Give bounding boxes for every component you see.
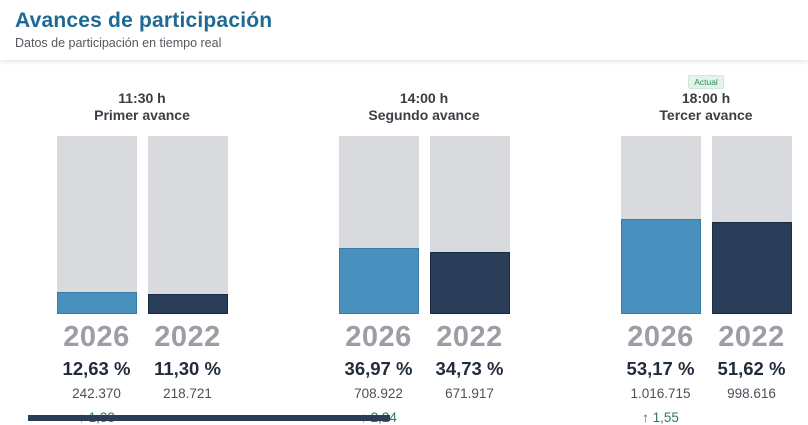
count-2022: 671.917 [445, 386, 494, 401]
participation-bar-2026 [338, 136, 419, 314]
diff-indicator: ↑ 1,55 [621, 410, 701, 425]
vote-counts: 708.922 671.917 [338, 386, 510, 401]
percent-2022: 51,62 % [717, 358, 786, 379]
count-2026: 242.370 [72, 386, 121, 401]
bar-fill-2022 [429, 252, 510, 314]
percent-values: 36,97 % 34,73 % [338, 358, 510, 380]
diff-row: ↑ 1,55 [620, 410, 792, 425]
count-2026: 708.922 [354, 386, 403, 401]
page-title: Avances de participación [15, 9, 273, 32]
percent-2026: 12,63 % [62, 358, 131, 379]
bar-pair [56, 136, 228, 314]
count-2022: 218.721 [163, 386, 212, 401]
year-label-2026: 2026 [63, 321, 130, 353]
next-section-edge [28, 415, 390, 421]
vote-counts: 1.016.715 998.616 [620, 386, 792, 401]
year-labels: 2026 2022 [56, 321, 228, 354]
vote-counts: 242.370 218.721 [56, 386, 228, 401]
time-label: 18:00 h [681, 90, 731, 106]
badge-slot [338, 72, 510, 88]
year-labels: 2026 2022 [338, 321, 510, 354]
year-label-2026: 2026 [345, 321, 412, 353]
year-label-2022: 2022 [718, 321, 785, 353]
percent-2026: 36,97 % [344, 358, 413, 379]
percent-values: 12,63 % 11,30 % [56, 358, 228, 380]
percent-values: 53,17 % 51,62 % [620, 358, 792, 380]
bar-fill-2022 [147, 293, 228, 314]
time-label: 11:30 h [118, 90, 166, 106]
avance-column-tercer: Actual 18:00 h Tercer avance 2026 2022 5… [620, 72, 792, 425]
page-subtitle: Datos de participación en tiempo real [15, 36, 222, 50]
participation-bar-2022 [429, 136, 510, 314]
actual-badge: Actual [688, 75, 724, 90]
up-arrow-icon: ↑ [642, 410, 649, 425]
avances-panel: 11:30 h Primer avance 2026 2022 12,63 % … [0, 60, 808, 425]
avance-name: Primer avance [94, 107, 190, 123]
page-header: Avances de participación Datos de partic… [0, 0, 808, 60]
diff-value: 1,55 [652, 410, 679, 425]
bar-pair [338, 136, 510, 314]
percent-2026: 53,17 % [626, 358, 695, 379]
diff-spacer [430, 410, 510, 425]
bar-fill-2026 [620, 219, 701, 314]
year-label-2022: 2022 [436, 321, 503, 353]
bar-pair [620, 136, 792, 314]
avance-column-segundo: 14:00 h Segundo avance 2026 2022 36,97 %… [338, 72, 510, 425]
count-2026: 1.016.715 [630, 386, 691, 401]
bar-fill-2026 [56, 291, 137, 314]
avance-column-primer: 11:30 h Primer avance 2026 2022 12,63 % … [56, 72, 228, 425]
participation-bar-2022 [147, 136, 228, 314]
time-label: 14:00 h [399, 90, 449, 106]
bar-fill-2022 [711, 222, 792, 314]
badge-slot: Actual [620, 72, 792, 90]
percent-2022: 11,30 % [154, 358, 221, 379]
year-labels: 2026 2022 [620, 321, 792, 354]
year-label-2026: 2026 [627, 321, 694, 353]
year-label-2022: 2022 [154, 321, 221, 353]
badge-slot [56, 72, 228, 88]
participation-bar-2026 [56, 136, 137, 314]
avance-name: Tercer avance [659, 107, 753, 123]
percent-2022: 34,73 % [435, 358, 504, 379]
participation-bar-2022 [711, 136, 792, 314]
diff-spacer [712, 410, 792, 425]
bar-fill-2026 [338, 248, 419, 314]
count-2022: 998.616 [727, 386, 776, 401]
avance-name: Segundo avance [368, 107, 480, 123]
participation-bar-2026 [620, 136, 701, 314]
